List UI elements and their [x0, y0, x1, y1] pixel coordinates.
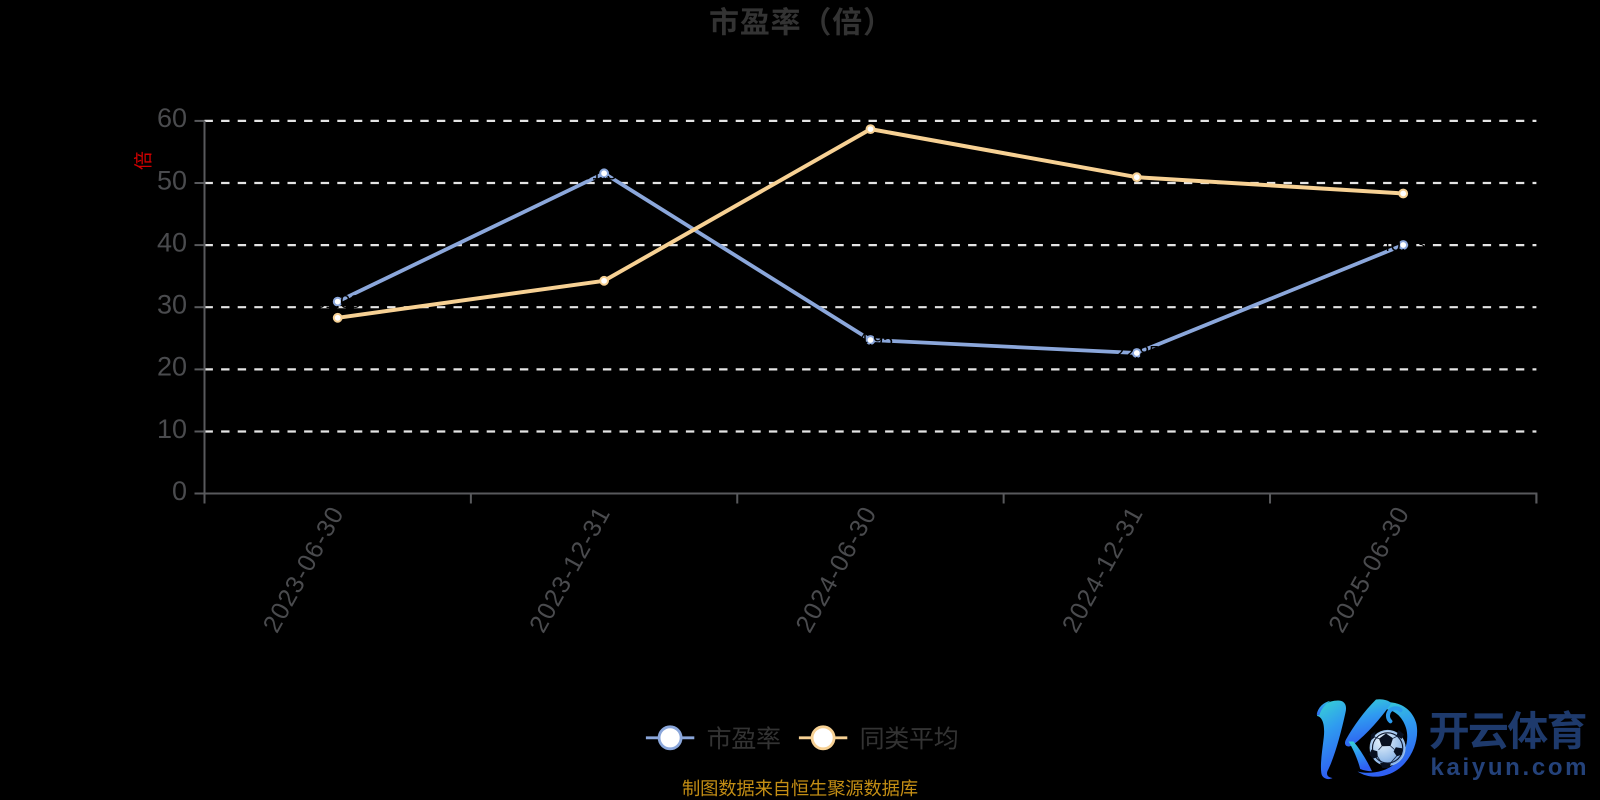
svg-text:31.08: 31.08: [315, 292, 360, 312]
svg-text:10: 10: [157, 414, 187, 444]
svg-text:22.85: 22.85: [1114, 343, 1159, 363]
svg-text:kaiyun.com: kaiyun.com: [1431, 754, 1587, 781]
svg-text:30: 30: [157, 290, 187, 320]
svg-text:24.95: 24.95: [848, 330, 893, 350]
svg-text:51.31: 51.31: [582, 164, 627, 184]
svg-text:0: 0: [172, 476, 187, 506]
svg-text:60: 60: [157, 103, 187, 133]
svg-text:20: 20: [157, 352, 187, 382]
svg-text:40: 40: [157, 227, 187, 257]
svg-text:40.23: 40.23: [1381, 235, 1426, 255]
svg-text:50: 50: [157, 165, 187, 195]
